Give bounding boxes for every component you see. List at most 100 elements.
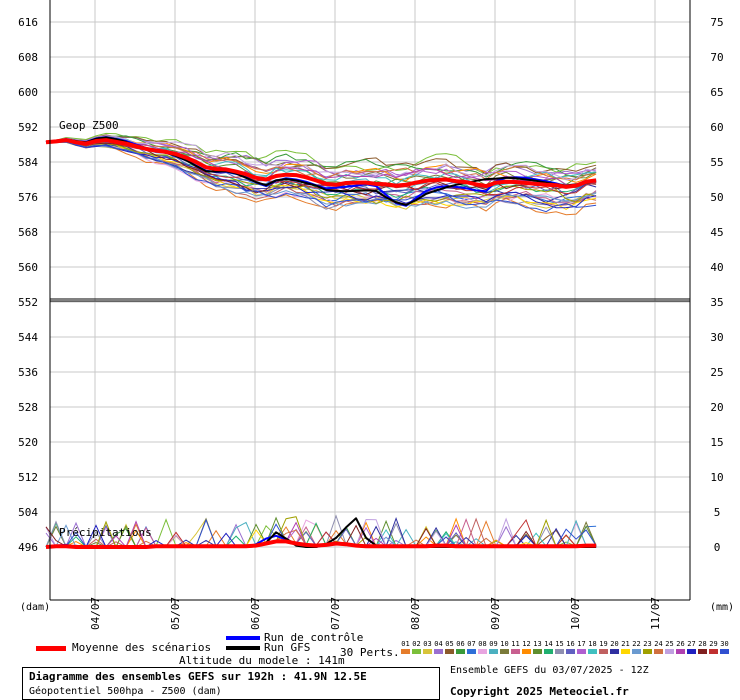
perturbation-swatch — [643, 649, 652, 654]
left-tick-label: 616 — [18, 16, 38, 29]
perturbation-id: 09 — [489, 640, 498, 648]
perturbation-id: 15 — [555, 640, 564, 648]
perturbation-legend: 01 02 03 04 05 06 07 08 09 10 11 12 13 14 15 16 17 18 19 20… — [400, 640, 730, 658]
perturbation-id: 04 — [434, 640, 443, 648]
x-tick-label: 10/07 — [569, 597, 582, 630]
perturbation-legend-item: 23 — [642, 640, 653, 654]
left-tick-label: 592 — [18, 121, 38, 134]
series-z500-line — [45, 138, 597, 189]
perturbation-legend-item: 09 — [488, 640, 499, 654]
perturbation-legend-item: 20 — [609, 640, 620, 654]
left-tick-label: 512 — [18, 471, 38, 484]
altitude-text: Altitude du modele : 141m — [179, 654, 345, 667]
perturbation-swatch — [423, 649, 432, 654]
right-tick-label: 75 — [710, 16, 723, 29]
perturbation-id: 20 — [610, 640, 619, 648]
perturbation-id: 01 — [401, 640, 410, 648]
series-precip-line — [45, 539, 597, 549]
perturbation-id: 05 — [445, 640, 454, 648]
perturbation-legend-item: 08 — [477, 640, 488, 654]
perturbation-swatch — [533, 649, 542, 654]
perturbation-legend-item: 30 — [719, 640, 730, 654]
perturbation-id: 10 — [500, 640, 509, 648]
perturbation-legend-item: 22 — [631, 640, 642, 654]
perturbation-id: 08 — [478, 640, 487, 648]
perturbation-z500-line — [45, 141, 597, 209]
perturbation-id: 12 — [522, 640, 531, 648]
right-tick-label: 35 — [710, 296, 723, 309]
perturbation-swatch — [665, 649, 674, 654]
perturbation-swatch — [676, 649, 685, 654]
perturbation-swatch — [709, 649, 718, 654]
perturbation-legend-item: 25 — [664, 640, 675, 654]
perturbation-id: 19 — [599, 640, 608, 648]
perturbation-id: 02 — [412, 640, 421, 648]
left-tick-label: 608 — [18, 51, 38, 64]
perturbation-id: 26 — [676, 640, 685, 648]
perturbation-legend-item: 07 — [466, 640, 477, 654]
mean-swatch — [36, 645, 66, 651]
right-tick-label: 0 — [714, 541, 721, 554]
left-tick-label: 584 — [18, 156, 38, 169]
perturbation-swatch — [698, 649, 707, 654]
perturbation-legend-item: 10 — [499, 640, 510, 654]
perturbation-legend-item: 06 — [455, 640, 466, 654]
perturbation-swatch — [456, 649, 465, 654]
left-tick-label: 504 — [18, 506, 38, 519]
perturbation-legend-item: 04 — [433, 640, 444, 654]
x-tick-label: 06/07 — [249, 597, 262, 630]
perturbation-swatch — [489, 649, 498, 654]
bottom-panel-label: Précipitations — [59, 526, 152, 539]
right-tick-label: 20 — [710, 401, 723, 414]
right-tick-label: 30 — [710, 331, 723, 344]
left-tick-label: 600 — [18, 86, 38, 99]
right-tick-label: 5 — [714, 506, 721, 519]
right-tick-label: 15 — [710, 436, 723, 449]
perturbation-swatch — [687, 649, 696, 654]
perturbation-legend-item: 16 — [565, 640, 576, 654]
perturbation-legend-item: 15 — [554, 640, 565, 654]
x-tick-label: 08/07 — [409, 597, 422, 630]
perturbation-legend-item: 14 — [543, 640, 554, 654]
perturbation-swatch — [566, 649, 575, 654]
left-tick-label: 536 — [18, 366, 38, 379]
left-tick-label: 568 — [18, 226, 38, 239]
perturbation-swatch — [467, 649, 476, 654]
perturbation-swatch — [434, 649, 443, 654]
perturbation-z500-line — [45, 134, 597, 175]
perturbation-id: 03 — [423, 640, 432, 648]
perturbation-z500-line — [45, 140, 597, 204]
left-tick-label: 552 — [18, 296, 38, 309]
right-tick-label: 40 — [710, 261, 723, 274]
perturbation-swatch — [610, 649, 619, 654]
left-tick-label: 560 — [18, 261, 38, 274]
perturbation-id: 07 — [467, 640, 476, 648]
perturbation-legend-item: 12 — [521, 640, 532, 654]
run-info: Ensemble GEFS du 03/07/2025 - 12Z — [450, 665, 649, 676]
perturbation-legend-item: 11 — [510, 640, 521, 654]
left-tick-label: 520 — [18, 436, 38, 449]
left-tick-label: 528 — [18, 401, 38, 414]
perturbation-id: 11 — [511, 640, 520, 648]
chart-title: Diagramme des ensembles GEFS sur 192h : … — [29, 670, 367, 683]
perturbation-legend-item: 24 — [653, 640, 664, 654]
top-panel-label: Geop Z500 — [59, 119, 119, 132]
perturbation-legend-item: 21 — [620, 640, 631, 654]
right-tick-label: 25 — [710, 366, 723, 379]
x-tick-label: 05/07 — [169, 597, 182, 630]
perturbation-id: 06 — [456, 640, 465, 648]
right-tick-label: 45 — [710, 226, 723, 239]
perturbation-legend-item: 02 — [411, 640, 422, 654]
perturbation-swatch — [412, 649, 421, 654]
chart-subtitle: Géopotentiel 500hpa - Z500 (dam) — [29, 686, 222, 697]
perturbation-lines — [45, 132, 597, 549]
perturbation-swatch — [654, 649, 663, 654]
perturbation-id: 18 — [588, 640, 597, 648]
left-tick-label: 544 — [18, 331, 38, 344]
left-tick-label: 496 — [18, 541, 38, 554]
perturbation-id: 25 — [665, 640, 674, 648]
perturbation-legend-item: 18 — [587, 640, 598, 654]
perturbation-id: 27 — [687, 640, 696, 648]
perturbation-legend-item: 26 — [675, 640, 686, 654]
